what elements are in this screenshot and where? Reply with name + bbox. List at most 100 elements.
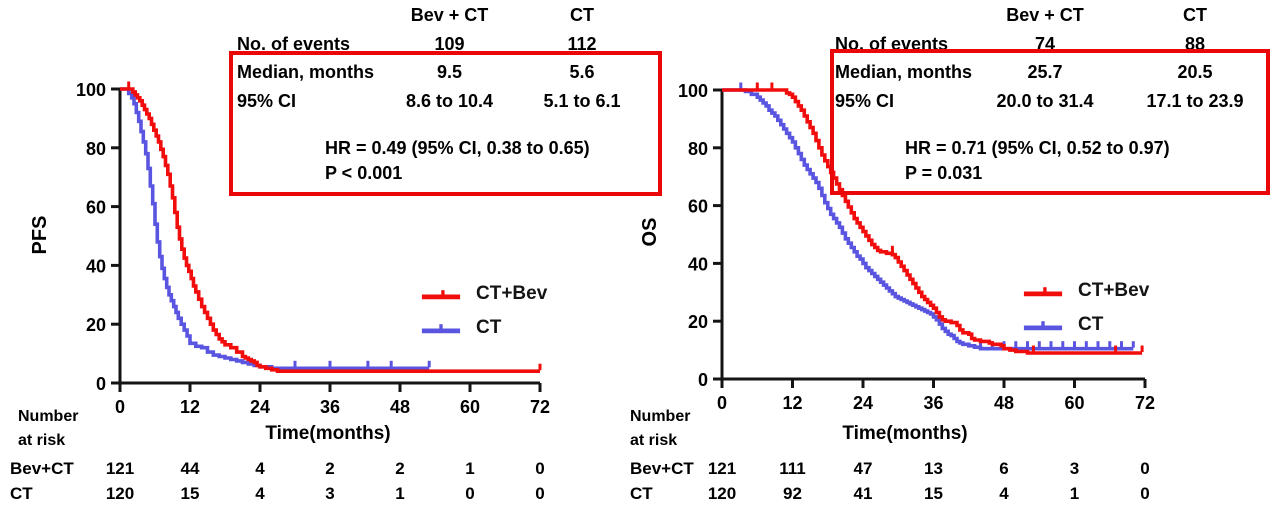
risk-value: 4 — [999, 484, 1009, 503]
risk-value: 0 — [465, 484, 475, 503]
y-tick-label: 0 — [698, 370, 708, 390]
stats-col-header-ct: CT — [1183, 5, 1207, 25]
risk-value: 13 — [924, 459, 943, 478]
stats-value: 112 — [567, 33, 597, 54]
y-tick-label: 60 — [688, 197, 708, 217]
legend-label-ct-bev: CT+Bev — [1078, 280, 1150, 301]
stats-col-header-bev-ct: Bev + CT — [410, 5, 489, 25]
stats-col-header-bev-ct: Bev + CT — [1006, 5, 1084, 25]
legend-row-ct: CT — [420, 317, 547, 339]
pfs-risk-table-title: Number at risk — [18, 405, 78, 453]
risk-value: 120 — [105, 484, 135, 503]
stats-value: 74 — [1034, 33, 1056, 54]
risk-title-line: at risk — [18, 432, 66, 449]
risk-value: 0 — [535, 459, 545, 478]
x-tick-label: 36 — [320, 397, 340, 417]
stats-spacer — [835, 3, 970, 32]
y-tick-label: 40 — [86, 256, 106, 276]
x-tick-label: 48 — [994, 393, 1014, 413]
stats-value: 20.5 — [1177, 62, 1213, 82]
x-tick-label: 60 — [1064, 393, 1084, 413]
risk-value: 6 — [999, 459, 1009, 478]
risk-value: 120 — [707, 484, 737, 503]
y-tick-label: 0 — [96, 374, 106, 394]
legend-row-ct-bev: CT+Bev — [420, 283, 547, 305]
os-x-axis-title: Time(months) — [842, 423, 968, 444]
pfs-p-annotation: P < 0.001 — [325, 163, 403, 183]
x-tick-label: 24 — [250, 397, 270, 417]
stats-row-label: Median, months — [835, 62, 973, 82]
risk-value: 2 — [395, 459, 405, 478]
y-tick-label: 20 — [86, 315, 106, 335]
stats-value: 17.1 to 23.9 — [1146, 90, 1244, 111]
risk-value: 121 — [707, 459, 737, 478]
x-tick-label: 12 — [180, 397, 200, 417]
y-tick-label: 80 — [688, 139, 708, 159]
legend-row-ct: CT — [1022, 314, 1149, 336]
legend-label-ct-bev: CT+Bev — [476, 283, 548, 304]
risk-value: 0 — [535, 484, 545, 503]
stats-row-label: 95% CI — [835, 90, 895, 111]
risk-title-line: at risk — [630, 432, 678, 449]
stats-value: 20.0 to 31.4 — [996, 90, 1094, 111]
legend-row-ct-bev: CT+Bev — [1022, 280, 1149, 302]
os-p-annotation: P = 0.031 — [905, 163, 983, 183]
risk-value: 3 — [325, 484, 335, 503]
os-legend: CT+Bev CT — [1022, 280, 1149, 336]
ct-legend-marker-icon — [421, 324, 461, 334]
risk-title-line: Number — [630, 408, 691, 425]
pfs-risk-row-label-bev-ct: Bev+CT — [10, 459, 74, 478]
x-tick-label: 48 — [390, 397, 410, 417]
legend-label-ct: CT — [1078, 314, 1104, 335]
pfs-stats-table: Bev + CT CT No. of events 109 112 Median… — [237, 3, 647, 117]
risk-title-line: Number — [18, 408, 79, 425]
stats-col-header-ct: CT — [570, 5, 594, 25]
y-tick-label: 40 — [688, 254, 708, 274]
risk-value: 15 — [180, 484, 200, 503]
os-risk-table-title: Number at risk — [630, 405, 690, 453]
risk-value: 121 — [105, 459, 135, 478]
risk-value: 4 — [255, 484, 265, 503]
risk-value: 15 — [924, 484, 943, 503]
x-tick-label: 0 — [717, 393, 727, 413]
x-tick-label: 0 — [115, 397, 125, 417]
risk-value: 44 — [180, 459, 200, 478]
risk-value: 3 — [1069, 459, 1080, 478]
stats-value: 25.7 — [1027, 62, 1063, 82]
legend-label-ct: CT — [476, 317, 502, 338]
stats-value: 88 — [1184, 33, 1206, 54]
x-tick-label: 72 — [1135, 393, 1155, 413]
risk-value: 2 — [325, 459, 335, 478]
stats-row-label: No. of events — [237, 33, 351, 54]
x-tick-label: 60 — [460, 397, 480, 417]
pfs-risk-row-label-ct: CT — [10, 484, 33, 503]
os-stats-table: Bev + CT CT No. of events 74 88 Median, … — [835, 3, 1270, 117]
risk-value: 1 — [395, 484, 405, 503]
y-tick-label: 80 — [86, 139, 106, 159]
stats-spacer — [237, 3, 382, 32]
ct-bev-legend-marker-icon — [421, 290, 461, 300]
pfs-hr-annotation: HR = 0.49 (95% CI, 0.38 to 0.65) — [325, 138, 590, 158]
pfs-y-axis-title: PFS — [29, 215, 51, 255]
risk-value: 1 — [465, 459, 475, 478]
y-tick-label: 60 — [86, 198, 106, 218]
risk-value: 0 — [1140, 484, 1150, 503]
os-highlight-box — [830, 49, 1270, 195]
stats-value: 109 — [434, 33, 465, 54]
y-tick-label: 100 — [76, 80, 106, 100]
os-hr-annotation: HR = 0.71 (95% CI, 0.52 to 0.97) — [905, 138, 1170, 158]
ct-legend-marker-icon — [1023, 321, 1063, 331]
risk-value: 1 — [1069, 484, 1080, 503]
pfs-legend: CT+Bev CT — [420, 283, 547, 339]
os-risk-row-label-ct: CT — [630, 484, 653, 503]
stats-value: 5.1 to 6.1 — [543, 90, 621, 111]
pfs-highlight-box — [229, 51, 662, 196]
risk-value: 111 — [779, 459, 806, 478]
stats-row-label: No. of events — [835, 33, 949, 54]
stats-row-label: 95% CI — [237, 90, 297, 111]
y-tick-label: 100 — [678, 81, 708, 101]
ct-bev-legend-marker-icon — [1023, 287, 1063, 297]
risk-value: 47 — [853, 459, 873, 478]
pfs-x-axis-title: Time(months) — [265, 423, 391, 444]
risk-value: 41 — [853, 484, 873, 503]
